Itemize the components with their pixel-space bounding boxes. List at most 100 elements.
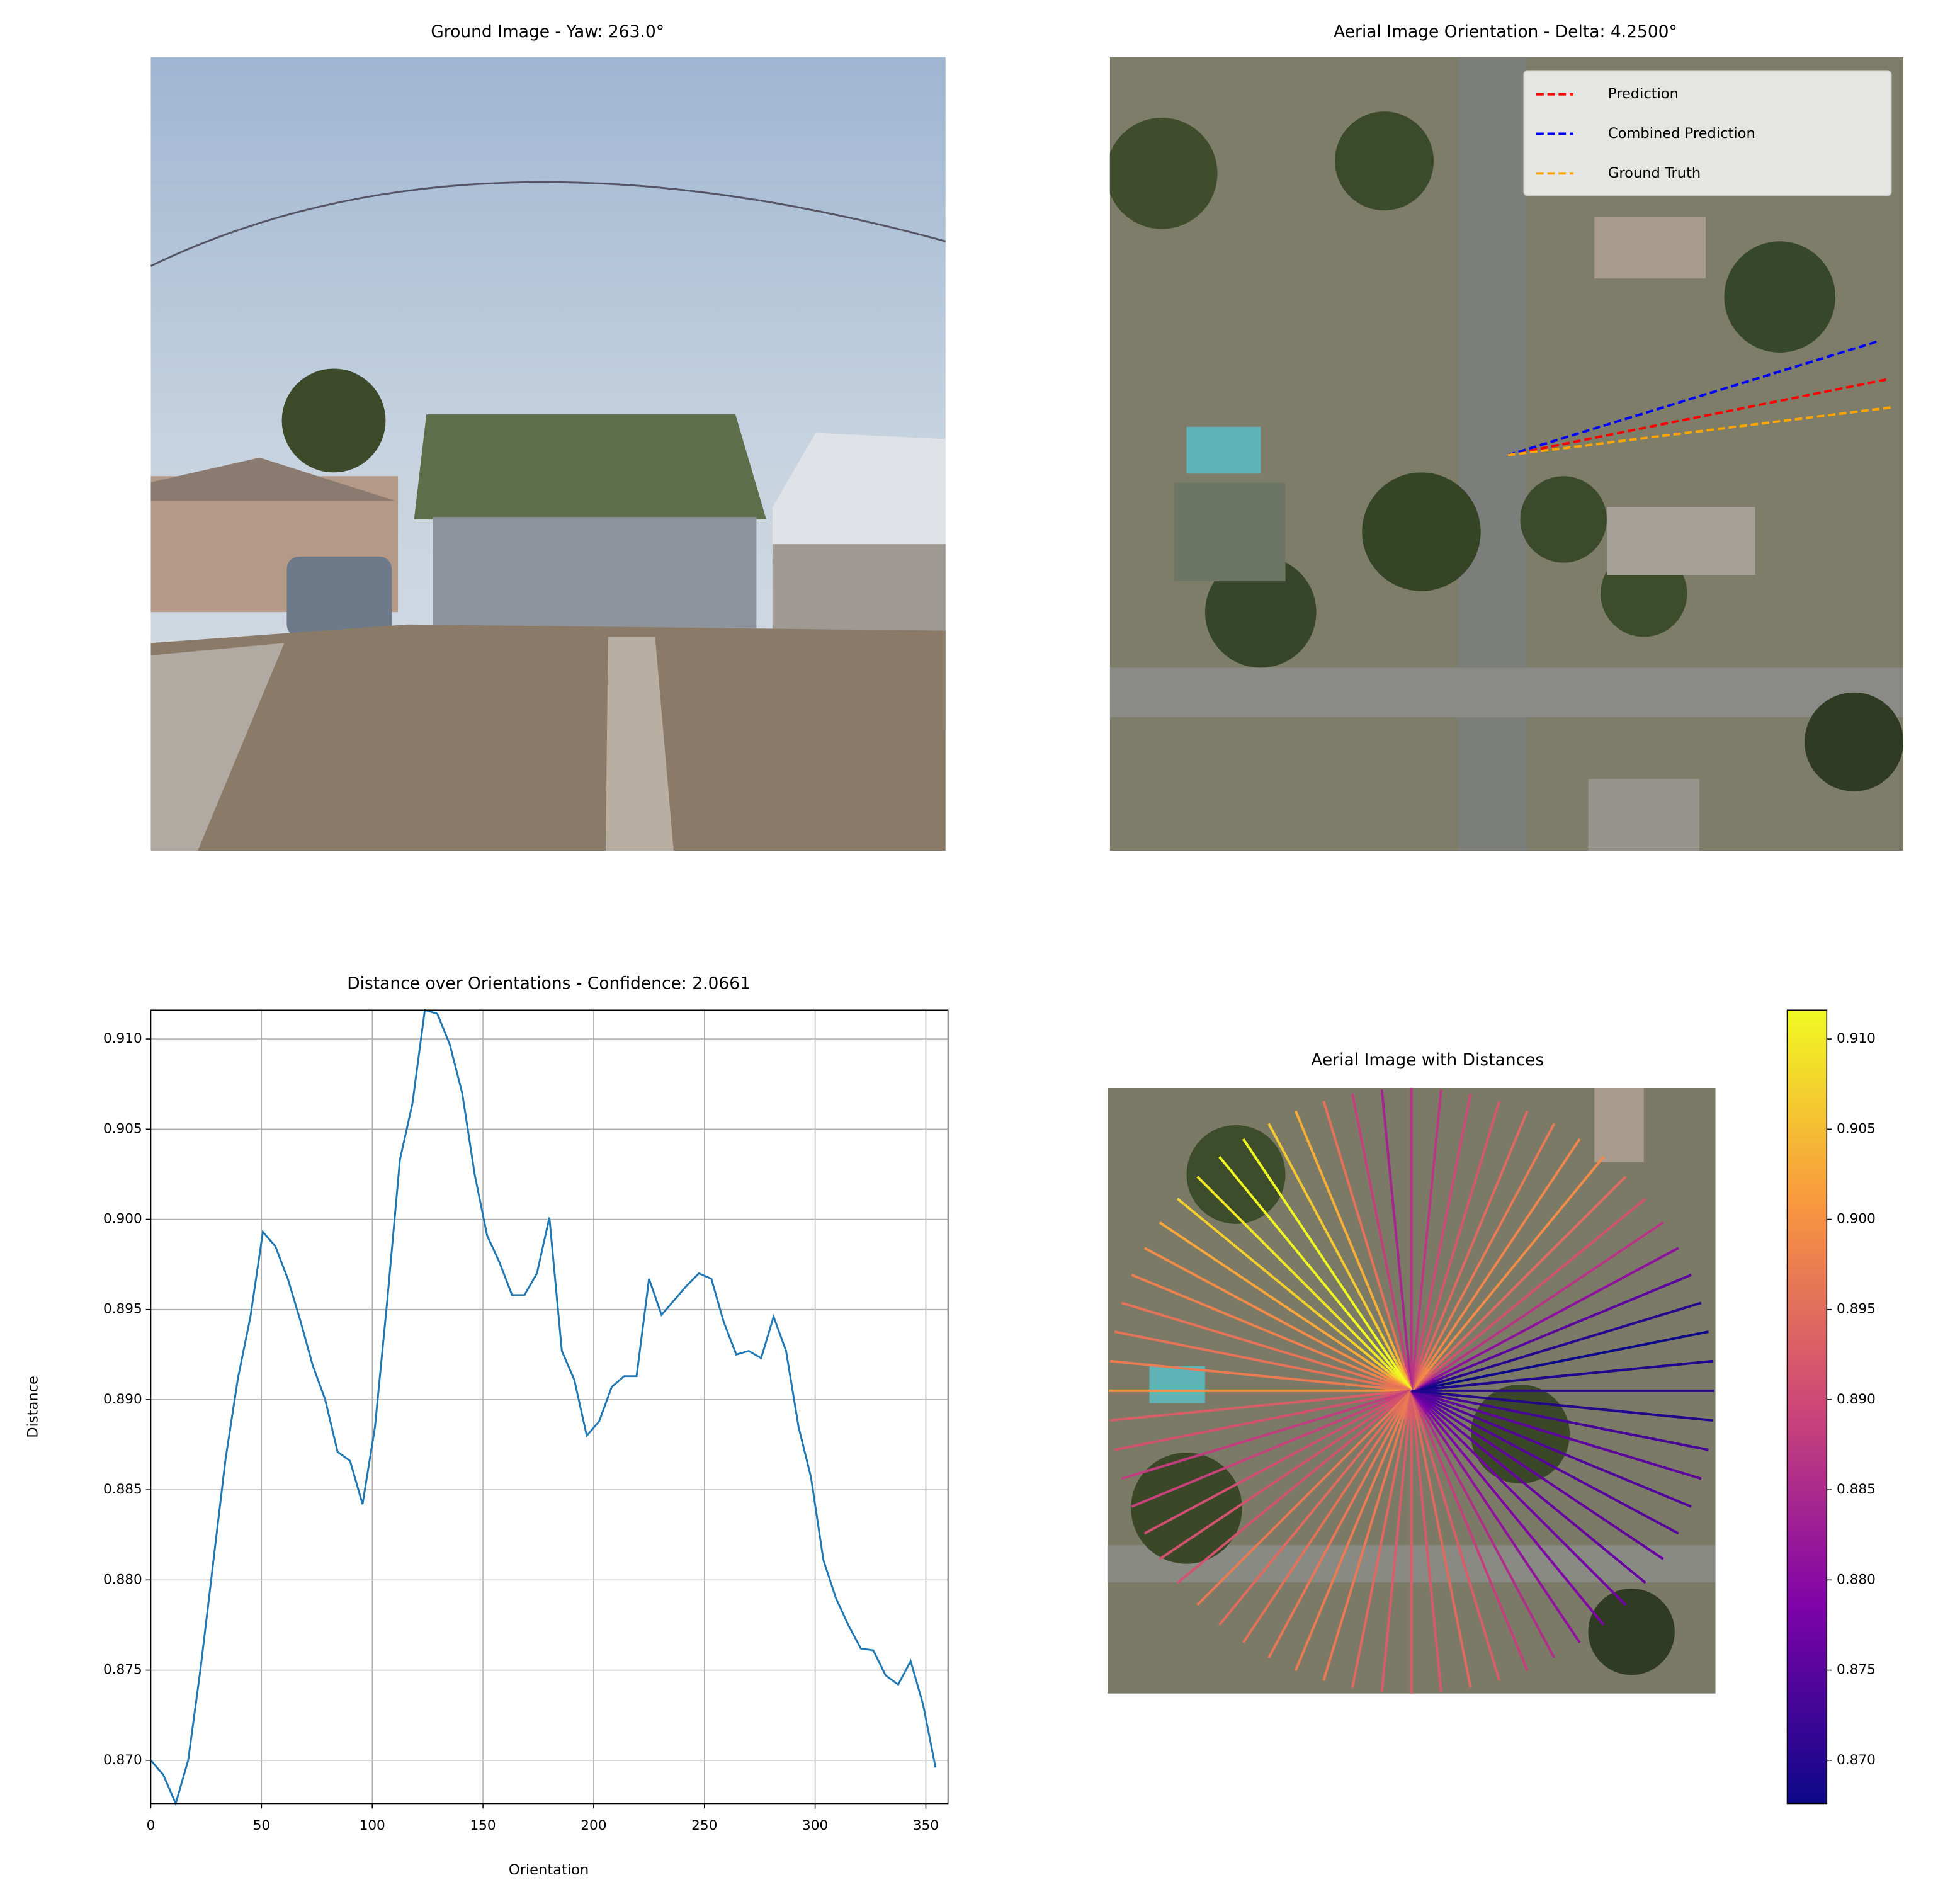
ground-image [150, 57, 946, 851]
x-tick-label: 250 [691, 1818, 717, 1833]
distance-ray [1410, 1390, 1646, 1584]
y-tick-label: 0.870 [103, 1752, 142, 1768]
colorbar-tick-label: 0.900 [1837, 1211, 1876, 1227]
distance-ray [1411, 1390, 1692, 1508]
distance-ray [1410, 1390, 1556, 1658]
distance-ray [1131, 1274, 1412, 1392]
panel-title: Aerial Image with Distances [1311, 1050, 1544, 1070]
distance-ray [1410, 1138, 1581, 1391]
legend-label: Ground Truth [1608, 165, 1701, 181]
distance-ray [1159, 1221, 1412, 1392]
distance-ray [1267, 1390, 1413, 1658]
y-tick-label: 0.895 [103, 1301, 142, 1317]
x-tick-label: 100 [360, 1818, 385, 1833]
y-tick-label: 0.905 [103, 1121, 142, 1136]
legend-label: Combined Prediction [1608, 125, 1755, 142]
distance-ray [1410, 1390, 1501, 1681]
distance-ray [1380, 1089, 1413, 1391]
y-tick-label: 0.885 [103, 1482, 142, 1497]
colorbar-tick-label: 0.890 [1837, 1391, 1876, 1407]
distance-ray [1351, 1390, 1413, 1688]
distance-ray [1410, 1390, 1472, 1688]
colorbar-tick-label: 0.880 [1837, 1572, 1876, 1587]
x-tick-label: 150 [470, 1818, 496, 1833]
x-tick-label: 0 [147, 1818, 156, 1833]
distance-ray [1410, 1390, 1679, 1535]
colorbar-tick-label: 0.910 [1837, 1031, 1876, 1046]
distance-ray [1159, 1390, 1412, 1560]
y-tick-label: 0.900 [103, 1211, 142, 1227]
distance-ray [1176, 1390, 1413, 1584]
distance-ray [1109, 1359, 1412, 1392]
distance-ray [1218, 1390, 1413, 1626]
axes-frame [150, 1009, 949, 1805]
y-tick-label: 0.880 [103, 1572, 142, 1587]
distance-ray [1410, 1123, 1556, 1391]
distance-ray [1218, 1155, 1413, 1392]
distance-ray [1410, 1093, 1472, 1391]
colorbar-tick-label: 0.870 [1837, 1752, 1876, 1768]
distance-ray [1410, 1390, 1529, 1671]
distance-ray [1411, 1389, 1702, 1480]
y-tick-label: 0.890 [103, 1391, 142, 1407]
distance-ray [1410, 1390, 1442, 1692]
orientation-line [1507, 339, 1881, 456]
distance-ray [1411, 1274, 1692, 1392]
distance-ray [1411, 1389, 1713, 1422]
distance-ray [1242, 1390, 1413, 1643]
distance-ray [1196, 1390, 1413, 1606]
distance-ray [1411, 1301, 1702, 1392]
legend-box [1523, 70, 1892, 196]
distance-ray [1410, 1101, 1501, 1391]
distance-ray [1410, 1247, 1679, 1392]
distance-ray [1410, 1110, 1529, 1391]
orientation-line [1507, 377, 1890, 456]
colorbar-tick-label: 0.905 [1837, 1121, 1876, 1136]
orientation-line [1507, 405, 1895, 456]
distance-ray [1294, 1110, 1413, 1391]
x-tick-label: 50 [253, 1818, 270, 1833]
y-tick-label: 0.875 [103, 1662, 142, 1678]
colorbar-tick-label: 0.895 [1837, 1301, 1876, 1317]
distance-ray [1267, 1123, 1413, 1391]
legend-label: Prediction [1608, 86, 1679, 102]
panel-title: Aerial Image Orientation - Delta: 4.2500… [1334, 22, 1677, 42]
distance-ray [1196, 1176, 1413, 1392]
x-tick-label: 350 [913, 1818, 939, 1833]
distance-ray [1114, 1330, 1412, 1392]
distance-ray [1322, 1390, 1413, 1681]
distance-ray [1351, 1093, 1413, 1391]
distance-ray [1410, 1176, 1627, 1392]
distance-ray [1410, 1390, 1664, 1560]
panel-title: Ground Image - Yaw: 263.0° [431, 22, 664, 42]
data-line [150, 1009, 937, 1806]
distance-ray [1322, 1101, 1413, 1391]
y-axis-label: Distance [25, 1376, 42, 1438]
colorbar-tick-label: 0.885 [1837, 1482, 1876, 1497]
distance-ray [1380, 1390, 1413, 1692]
distance-ray [1294, 1390, 1413, 1671]
distance-ray [1131, 1390, 1412, 1508]
distance-ray [1410, 1390, 1581, 1643]
distance-ray [1242, 1138, 1413, 1391]
distance-ray [1410, 1390, 1627, 1606]
x-tick-label: 300 [802, 1818, 828, 1833]
colorbar-tick-label: 0.875 [1837, 1662, 1876, 1678]
distance-ray [1410, 1155, 1605, 1392]
distance-ray [1411, 1359, 1713, 1392]
y-tick-label: 0.910 [103, 1031, 142, 1046]
distance-ray [1411, 1389, 1709, 1451]
x-axis-label: Orientation [509, 1862, 589, 1878]
distance-ray [1410, 1089, 1442, 1391]
distance-ray [1121, 1389, 1412, 1480]
distance-ray [1143, 1390, 1412, 1535]
distance-ray [1109, 1389, 1412, 1422]
distance-ray [1121, 1301, 1412, 1392]
distance-ray [1114, 1389, 1412, 1451]
colorbar [1786, 1009, 1828, 1805]
distance-ray [1410, 1390, 1605, 1626]
distance-ray [1176, 1198, 1413, 1392]
distance-ray [1410, 1198, 1646, 1392]
distance-ray [1410, 1221, 1664, 1392]
